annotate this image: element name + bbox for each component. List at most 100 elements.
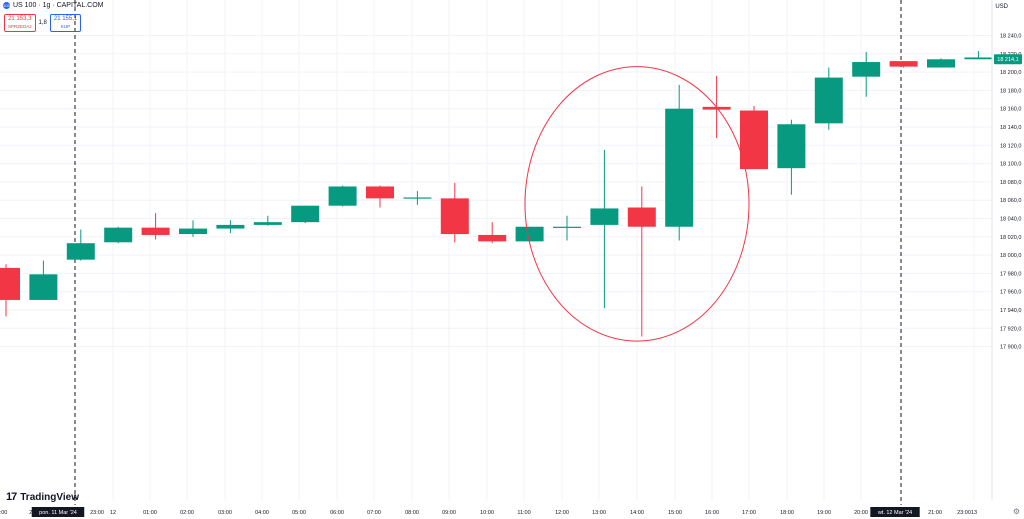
candle (440, 182, 469, 243)
x-tick-label: 23:00 (90, 510, 104, 516)
candle-body (553, 226, 581, 228)
candle-body (253, 222, 282, 225)
x-tick-label: 08:00 (405, 510, 419, 516)
candle (328, 185, 357, 207)
x-tick-label: 1:00 (0, 510, 7, 516)
candle-body (29, 274, 58, 300)
sell-button[interactable]: 21 153,3 SPRZEDAJ (4, 14, 36, 32)
symbol-header[interactable]: 100 US 100 · 1g · CAPITAL.COM (3, 2, 104, 9)
sell-price: 21 153,3 (8, 16, 32, 22)
candle-body (665, 108, 694, 227)
gear-icon[interactable]: ⚙ (1012, 507, 1020, 516)
candle (889, 61, 918, 68)
y-tick-label: 18 020,0 (1000, 235, 1021, 241)
candle-body (814, 77, 843, 124)
x-date-label: pon. 11 Mar '24 (39, 510, 77, 516)
candle (403, 191, 432, 205)
y-tick-label: 18 100,0 (1000, 162, 1021, 168)
buy-button[interactable]: 21 155,1 KUP (49, 14, 82, 32)
candle-body (66, 243, 95, 260)
x-tick-label: 11:00 (517, 510, 530, 516)
x-tick-label: 04:00 (255, 510, 269, 516)
candle (66, 229, 95, 261)
quote-panel: 21 153,3 SPRZEDAJ 1,8 21 155,1 KUP (4, 14, 82, 32)
buy-label: KUP (60, 24, 71, 29)
y-tick-label: 18 080,0 (1000, 180, 1021, 186)
y-tick-label: 18 140,0 (1000, 125, 1021, 131)
candle (964, 51, 993, 60)
candle (291, 205, 320, 224)
tradingview-logo[interactable]: 17 TradingView (6, 491, 79, 503)
currency-label[interactable]: USD (995, 4, 1008, 10)
candle-body (889, 61, 918, 67)
candle (852, 51, 881, 97)
y-tick-label: 18 000,0 (1000, 253, 1021, 259)
candle-body (515, 226, 544, 242)
candle-body (964, 57, 993, 60)
y-tick-label: 18 120,0 (1000, 143, 1021, 149)
y-tick-label: 17 960,0 (1000, 290, 1021, 296)
candle (478, 222, 507, 244)
candle-body (328, 186, 357, 206)
x-tick-label: 02:00 (180, 510, 194, 516)
x-tick-label: 19:00 (817, 510, 831, 516)
x-date-label: wt. 12 Mar '24 (877, 510, 912, 516)
date-highlight-box (870, 507, 920, 517)
candle-body (0, 267, 20, 300)
candle-body (104, 227, 133, 243)
candle-body (740, 110, 768, 170)
x-tick-label: 03:00 (218, 510, 232, 516)
candle (740, 105, 768, 170)
last-price-badge (994, 54, 1022, 65)
x-tick-label: 12:00 (555, 510, 569, 516)
candle (0, 264, 20, 317)
buy-price: 21 155,1 (53, 16, 78, 22)
annotation-ellipse (524, 66, 750, 342)
candle-body (927, 59, 955, 68)
spread-value: 1,8 (38, 20, 47, 26)
price-axis[interactable]: 17 900,0 17 920,0 17 940,0 17 960,0 17 980,0… (991, 0, 1022, 500)
tradingview-name: TradingView (20, 491, 79, 503)
x-tick-label: 13 (971, 510, 977, 516)
x-tick-label: 07:00 (367, 510, 381, 516)
x-tick-label: 10:00 (480, 510, 494, 516)
y-tick-label: 18 180,0 (1000, 88, 1021, 94)
time-axis[interactable]: 1:00 21:00 pon. 11 Mar '24 23:00 12 01:00 02:0… (0, 507, 977, 517)
candle-body (403, 197, 432, 199)
sell-label: SPRZEDAJ (8, 24, 32, 29)
candle (590, 149, 619, 309)
candle-body (852, 62, 881, 77)
grid-lines (0, 0, 992, 500)
tradingview-mark-icon: 17 (6, 491, 17, 503)
y-tick-label: 18 160,0 (1000, 107, 1021, 113)
y-tick-label: 18 240,0 (1000, 34, 1021, 40)
symbol-logo-icon: 100 (3, 2, 10, 9)
candles (0, 51, 993, 337)
candle (216, 220, 245, 234)
y-tick-label: 17 920,0 (1000, 326, 1021, 332)
candle-body (627, 207, 656, 227)
y-tick-label: 17 900,0 (1000, 345, 1021, 351)
candle (927, 58, 955, 68)
y-tick-label: 18 040,0 (1000, 217, 1021, 223)
y-tick-label: 18 200,0 (1000, 70, 1021, 76)
candle-body (590, 208, 619, 225)
x-tick-label: 13:00 (592, 510, 606, 516)
x-tick-label: 18:00 (780, 510, 794, 516)
candle (665, 84, 694, 241)
candle-body (440, 198, 469, 235)
y-tick-label: 18 060,0 (1000, 198, 1021, 204)
x-tick-label: 16:00 (705, 510, 719, 516)
candle (627, 186, 656, 337)
candle-body (366, 186, 394, 199)
last-price-label: 18 214,1 (997, 57, 1018, 63)
y-tick-label: 17 980,0 (1000, 271, 1021, 277)
symbol-title[interactable]: US 100 · 1g · CAPITAL.COM (13, 2, 104, 9)
x-tick-label: 01:00 (143, 510, 157, 516)
ellipse-annotation[interactable] (524, 66, 750, 342)
x-tick-label: 12 (110, 510, 116, 516)
x-tick-label: 20:00 (854, 510, 868, 516)
x-tick-label: 06:00 (330, 510, 344, 516)
candle (366, 185, 394, 208)
